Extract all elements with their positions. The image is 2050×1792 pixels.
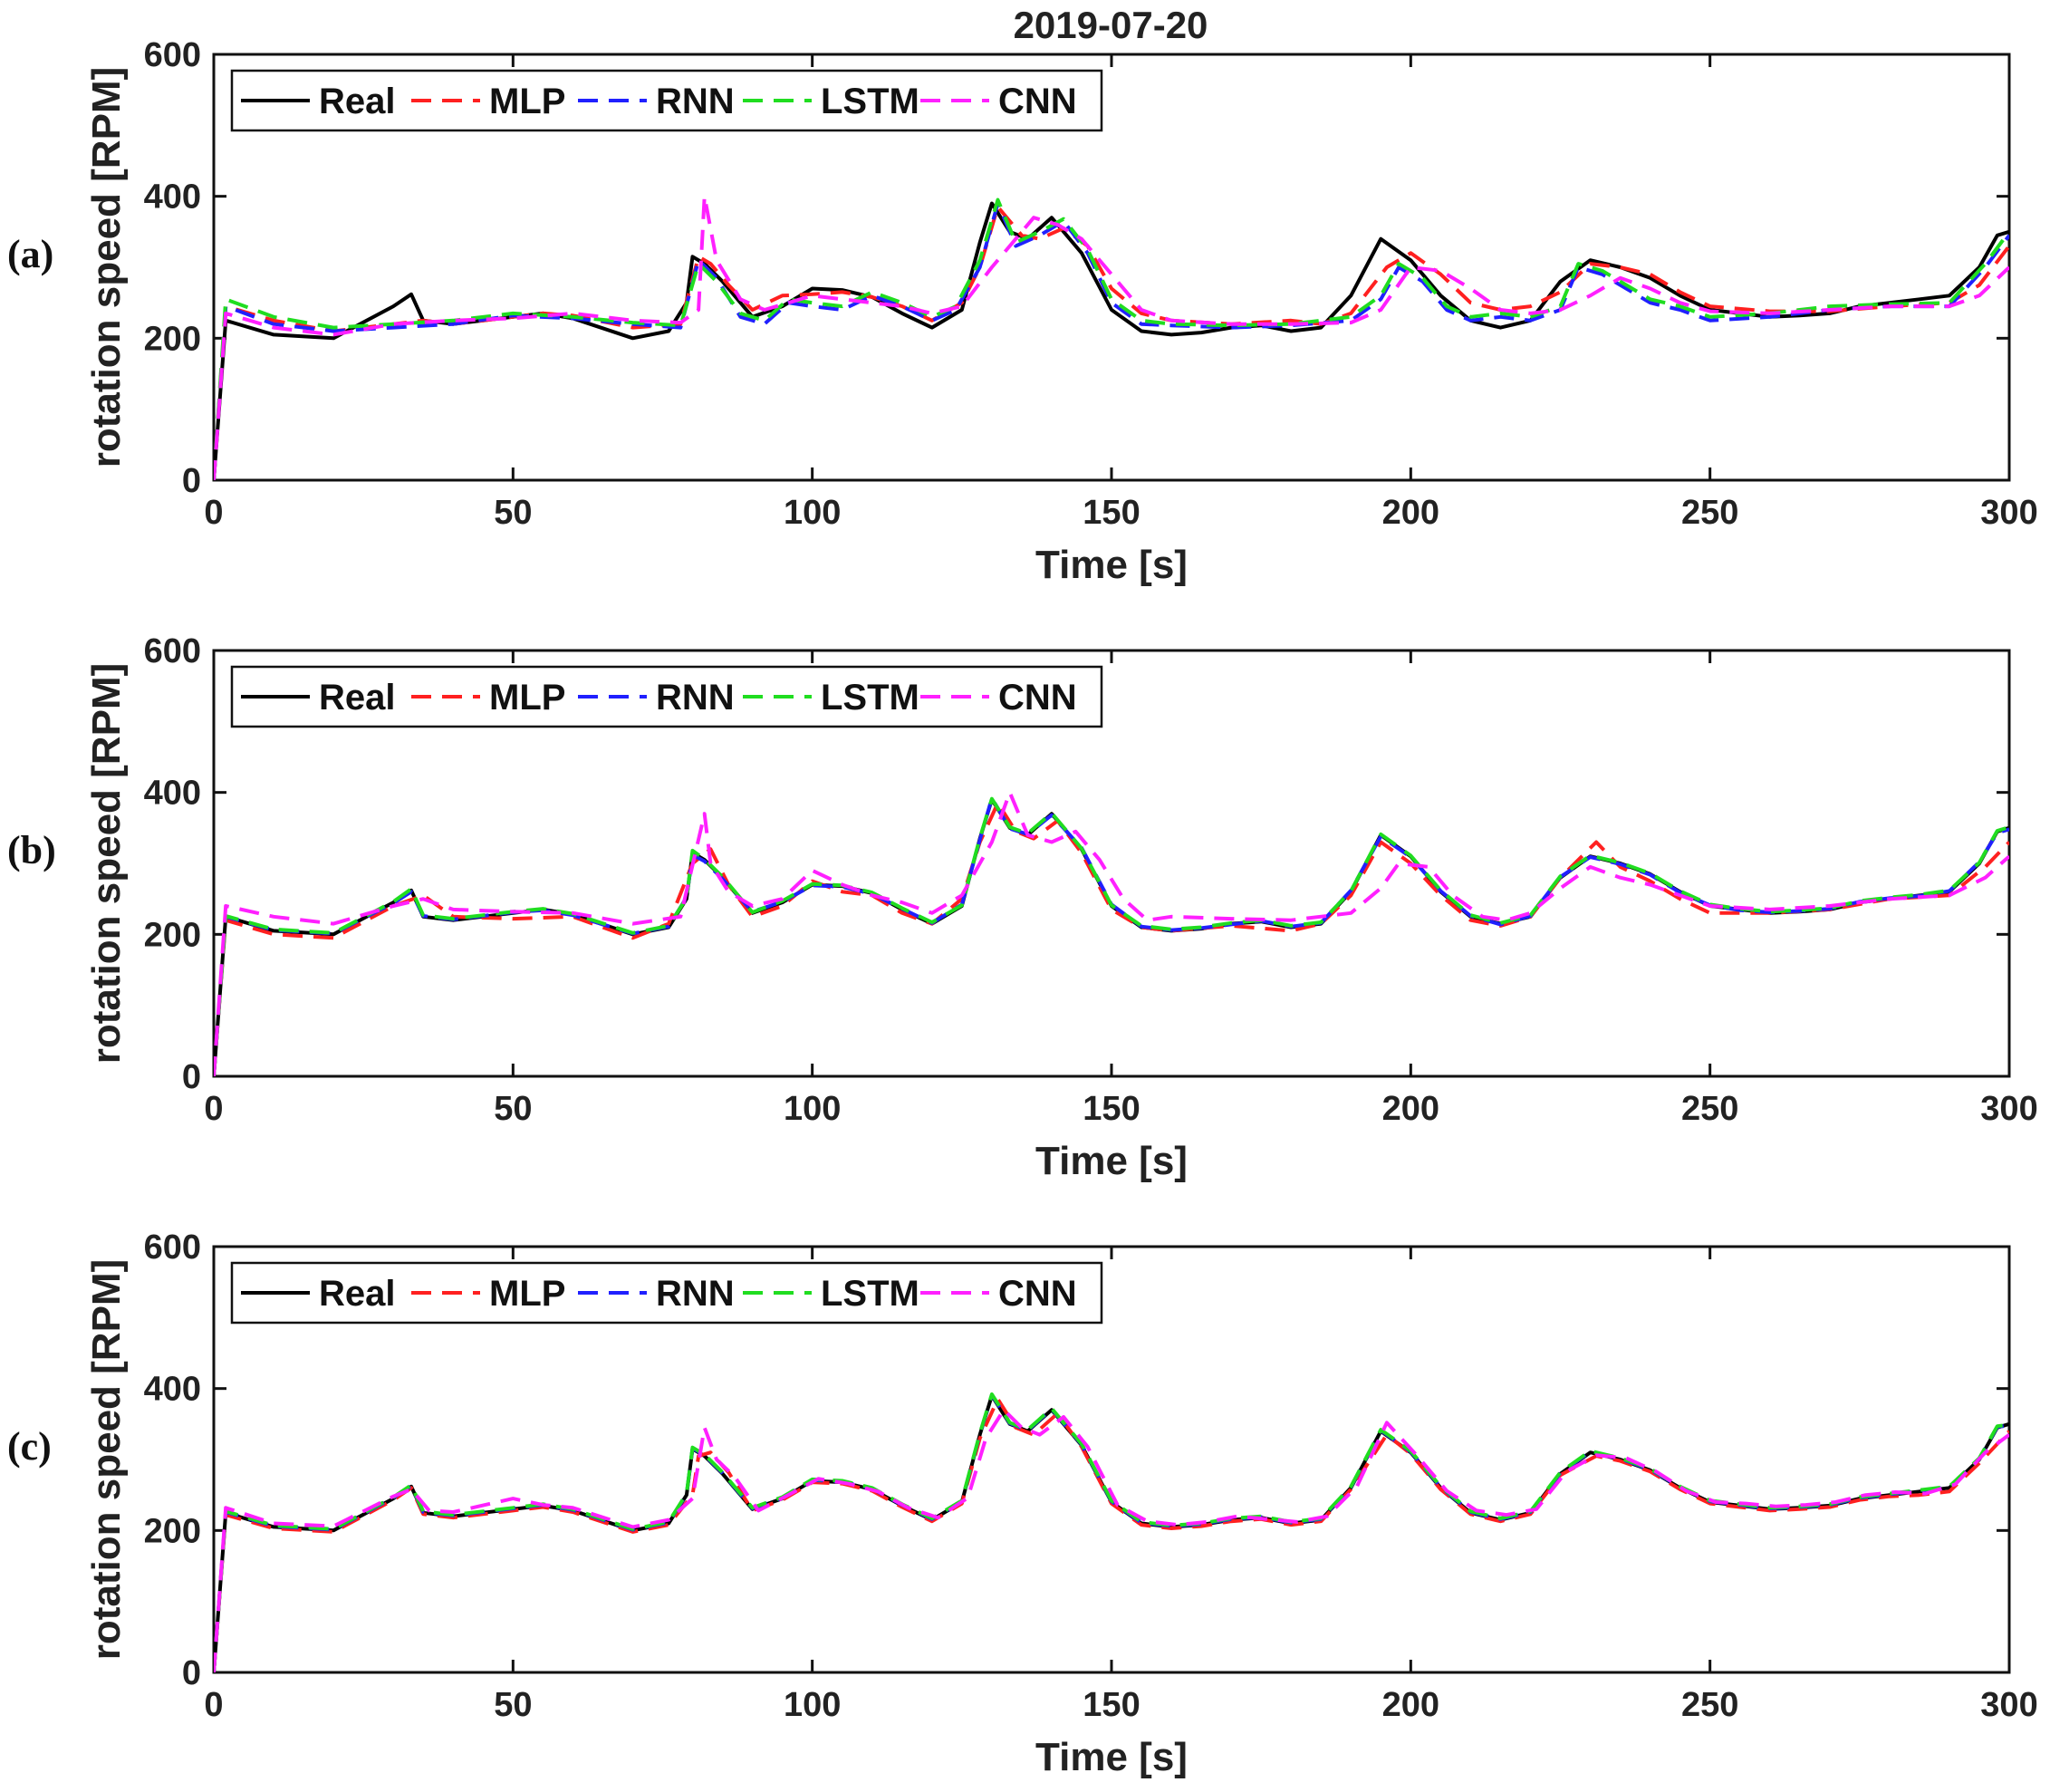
legend-label-real-b: Real [319, 678, 396, 718]
x-tick-label-c-2: 100 [784, 1686, 841, 1724]
legend-label-mlp-c: MLP [489, 1274, 565, 1314]
panel-label-c: (c) [7, 1424, 52, 1469]
y-tick-label-c-2: 400 [144, 1371, 201, 1409]
y-tick-label-b-0: 0 [182, 1058, 201, 1096]
legend-label-lstm-b: LSTM [821, 678, 919, 718]
panel-label-a: (a) [7, 232, 53, 276]
y-tick-label-b-2: 400 [144, 775, 201, 813]
legend-label-lstm-c: LSTM [821, 1274, 919, 1314]
legend-label-mlp-a: MLP [489, 82, 565, 121]
x-tick-label-c-1: 50 [494, 1686, 532, 1724]
x-tick-label-c-6: 300 [1980, 1686, 2037, 1724]
panel-label-b: (b) [7, 828, 56, 872]
legend-label-mlp-b: MLP [489, 678, 565, 718]
x-tick-label-c-0: 0 [204, 1686, 223, 1724]
y-tick-label-c-0: 0 [182, 1654, 201, 1692]
series-line-rnn-a [214, 201, 2009, 480]
legend-label-cnn-a: CNN [998, 82, 1077, 121]
x-tick-label-a-0: 0 [204, 494, 223, 532]
x-axis-title-a: Time [s] [1035, 543, 1188, 587]
y-axis-title-b: rotation speed [RPM] [84, 663, 129, 1064]
y-tick-label-a-1: 200 [144, 320, 201, 358]
figure-title: 2019-07-20 [1014, 4, 1208, 46]
x-tick-label-b-2: 100 [784, 1090, 841, 1128]
series-line-cnn-c [214, 1408, 2009, 1672]
y-tick-label-c-1: 200 [144, 1512, 201, 1550]
y-tick-label-a-3: 600 [144, 36, 201, 74]
legend-label-cnn-c: CNN [998, 1274, 1077, 1314]
y-axis-title-a: rotation speed [RPM] [84, 67, 129, 467]
series-line-mlp-a [214, 205, 2009, 480]
legend-a: Real MLP RNN LSTM CNN [230, 69, 1103, 132]
panel-b: 0 50 100 150 200 250 300 0 200 400 600 (b) Time [s… [7, 632, 2038, 1183]
x-tick-label-b-1: 50 [494, 1090, 532, 1128]
x-tick-label-a-5: 250 [1681, 494, 1738, 532]
y-tick-label-b-1: 200 [144, 916, 201, 954]
x-tick-label-b-5: 250 [1681, 1090, 1738, 1128]
x-tick-label-a-1: 50 [494, 494, 532, 532]
y-tick-label-a-2: 400 [144, 178, 201, 217]
legend-b: Real MLP RNN LSTM CNN [230, 665, 1103, 728]
x-tick-label-a-3: 150 [1083, 494, 1140, 532]
x-tick-label-b-0: 0 [204, 1090, 223, 1128]
x-tick-label-b-6: 300 [1980, 1090, 2037, 1128]
x-axis-title-c: Time [s] [1035, 1735, 1188, 1779]
series-line-cnn-a [214, 194, 2009, 480]
x-tick-label-a-6: 300 [1980, 494, 2037, 532]
x-tick-label-c-4: 200 [1382, 1686, 1439, 1724]
panel-a: 0 50 100 150 200 250 300 0 200 400 600 (a) Time [s… [7, 36, 2038, 587]
y-tick-label-c-3: 600 [144, 1228, 201, 1267]
panel-c: 0 50 100 150 200 250 300 0 200 400 600 (c) Time [s… [7, 1228, 2038, 1779]
y-tick-label-b-3: 600 [144, 632, 201, 670]
x-tick-label-a-4: 200 [1382, 494, 1439, 532]
legend-label-rnn-c: RNN [656, 1274, 735, 1314]
legend-label-rnn-b: RNN [656, 678, 735, 718]
x-tick-label-a-2: 100 [784, 494, 841, 532]
legend-label-real-a: Real [319, 82, 396, 121]
legend-c: Real MLP RNN LSTM CNN [230, 1261, 1103, 1325]
legend-label-lstm-a: LSTM [821, 82, 919, 121]
x-tick-label-c-3: 150 [1083, 1686, 1140, 1724]
series-line-cnn-b [214, 790, 2009, 1076]
y-axis-title-c: rotation speed [RPM] [84, 1259, 129, 1660]
legend-label-real-c: Real [319, 1274, 396, 1314]
x-tick-label-c-5: 250 [1681, 1686, 1738, 1724]
series-line-lstm-a [214, 198, 2009, 480]
legend-label-rnn-a: RNN [656, 82, 735, 121]
y-tick-label-a-0: 0 [182, 462, 201, 500]
x-tick-label-b-4: 200 [1382, 1090, 1439, 1128]
x-tick-label-b-3: 150 [1083, 1090, 1140, 1128]
series-line-lstm-b [214, 796, 2009, 1076]
x-axis-title-b: Time [s] [1035, 1139, 1188, 1183]
legend-label-cnn-b: CNN [998, 678, 1077, 718]
